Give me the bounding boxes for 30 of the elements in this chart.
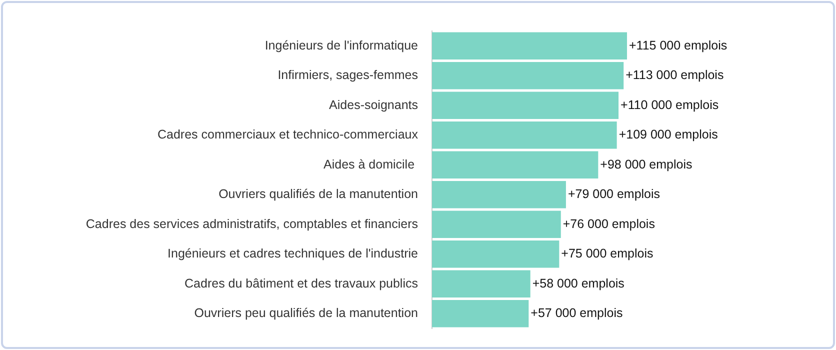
- y-tick-label: Ingénieurs et cadres techniques de l'industrie: [168, 246, 418, 261]
- bar: [432, 121, 617, 149]
- y-tick-label: Ingénieurs de l'informatique: [264, 38, 418, 52]
- bar: [432, 151, 598, 179]
- data-label: +113 000 emplois: [626, 68, 724, 82]
- bar: [432, 92, 619, 120]
- bar: [432, 240, 560, 268]
- y-tick-label: Ouvriers qualifiés de la manutention: [218, 187, 418, 202]
- data-label: +115 000 emplois: [629, 38, 728, 52]
- y-tick-label: Cadres des services administratifs, comptables et financiers: [86, 216, 418, 231]
- y-tick-label: Infirmiers, sages-femmes: [278, 68, 418, 82]
- y-tick-label: Cadres du bâtiment et des travaux publics: [184, 276, 418, 290]
- data-label: +75 000 emplois: [561, 246, 654, 261]
- data-label: +110 000 emplois: [620, 98, 719, 112]
- bar: [432, 62, 624, 90]
- data-label: +79 000 emplois: [568, 187, 660, 202]
- y-tick-label: Cadres commerciaux et technico-commerciaux: [157, 128, 419, 142]
- data-label: +76 000 emplois: [562, 216, 655, 231]
- data-label: +58 000 emplois: [532, 276, 624, 290]
- bar: [432, 270, 530, 298]
- data-label: +109 000 emplois: [618, 128, 718, 142]
- data-label: +57 000 emplois: [530, 306, 623, 320]
- y-tick-label: Ouvriers peu qualifiés de la manutention: [194, 306, 418, 320]
- bar: [432, 210, 561, 238]
- data-label: +98 000 emplois: [600, 157, 692, 172]
- bar: [432, 180, 566, 208]
- y-tick-label: Aides à domicile: [324, 157, 418, 172]
- bar: [432, 300, 529, 328]
- y-tick-label: Aides-soignants: [329, 98, 418, 112]
- bar: [432, 32, 627, 60]
